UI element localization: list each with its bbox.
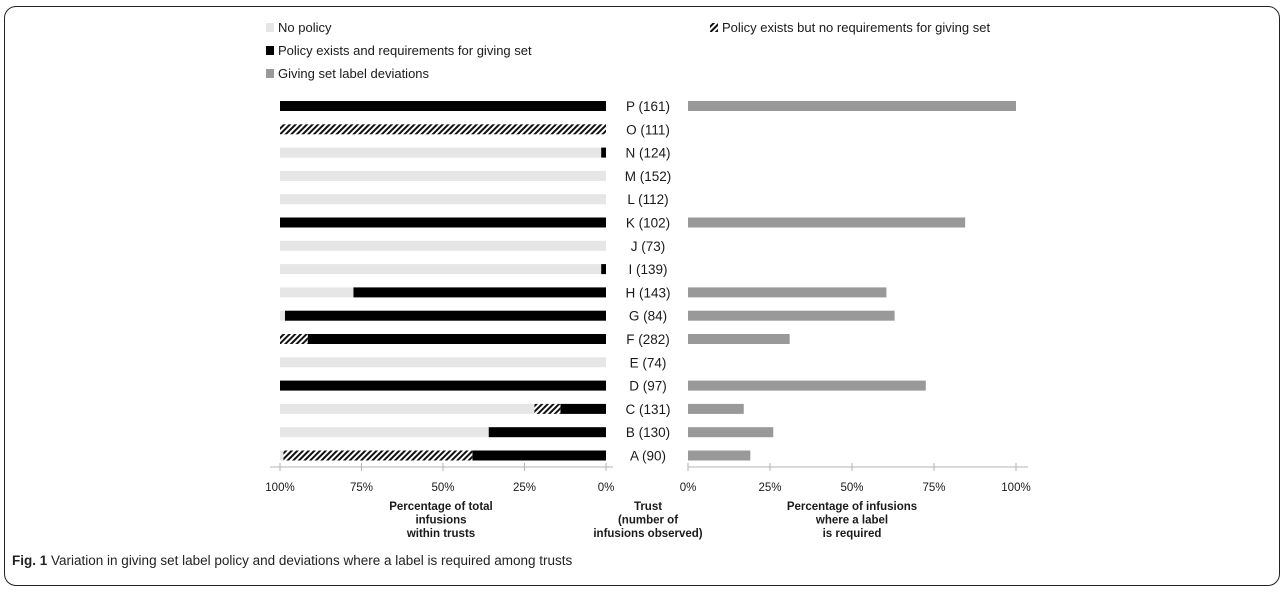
left-bar: [280, 124, 606, 135]
caption-label: Fig. 1: [12, 553, 48, 568]
left-tick-label: 75%: [350, 482, 373, 494]
right-bar: [688, 287, 887, 298]
caption-text: Variation in giving set label policy and…: [47, 553, 573, 568]
right-bar: [688, 101, 1016, 111]
left-bar: [280, 310, 285, 321]
trust-label: B (130): [626, 425, 670, 440]
left-axis-title: Percentage of total: [389, 501, 493, 513]
legend-swatch: [710, 23, 718, 32]
trust-label: A (90): [630, 449, 666, 464]
left-bar: [472, 450, 606, 461]
legend-swatch: [266, 69, 274, 78]
left-axis-title: infusions: [415, 515, 466, 527]
legend-label: No policy: [278, 20, 332, 35]
trust-label: C (131): [625, 402, 670, 417]
legend-label: Giving set label deviations: [278, 66, 430, 81]
left-bar: [601, 264, 606, 275]
right-bar: [688, 334, 790, 344]
legend-label: Policy exists and requirements for givin…: [278, 43, 532, 58]
right-tick-label: 25%: [758, 482, 781, 494]
left-tick-label: 100%: [265, 482, 294, 494]
legend-swatch: [266, 46, 274, 55]
legend-label: Policy exists but no requirements for gi…: [722, 20, 990, 35]
right-bar: [688, 380, 926, 391]
trust-label: F (282): [626, 332, 670, 347]
left-bar: [353, 287, 606, 298]
trust-label: G (84): [629, 309, 667, 324]
left-bar: [601, 147, 606, 158]
right-tick-label: 75%: [922, 482, 945, 494]
left-bar: [280, 217, 606, 228]
left-bar: [280, 240, 606, 251]
right-bar: [688, 450, 751, 461]
right-tick-label: 0%: [680, 482, 697, 494]
left-tick-label: 25%: [513, 482, 536, 494]
left-bar: [560, 403, 606, 414]
left-panel: [280, 101, 606, 461]
right-tick-label: 100%: [1001, 482, 1030, 494]
left-axis-title: within trusts: [406, 528, 475, 540]
right-axis-title: Percentage of infusions: [787, 501, 917, 513]
left-tick-label: 0%: [598, 482, 615, 494]
trust-labels: P (161) O (111) N (124) M (152) L (112) K (10…: [625, 99, 672, 464]
left-bar: [280, 194, 606, 205]
left-bar: [280, 380, 606, 391]
right-axis-title: is required: [823, 528, 882, 540]
right-tick-label: 50%: [840, 482, 863, 494]
left-bar: [280, 287, 354, 298]
left-bar: [280, 264, 602, 275]
left-bar: [280, 170, 606, 181]
left-bar: [280, 101, 606, 111]
trust-label: I (139): [628, 262, 667, 277]
left-bar: [488, 427, 606, 438]
trust-label: H (143): [625, 285, 670, 300]
right-bar: [688, 403, 744, 414]
left-bar: [280, 427, 489, 438]
right-bar: [688, 310, 895, 321]
trust-label: L (112): [627, 192, 668, 207]
trust-label: P (161): [626, 99, 670, 114]
axes: 100% 75% 50% 25% 0% 0% 25% 50% 75% 100% Percentage…: [265, 463, 1031, 540]
center-axis-title: Trust: [634, 501, 662, 513]
left-bar: [283, 450, 473, 461]
right-bar: [688, 217, 966, 228]
trust-label: E (74): [630, 355, 667, 370]
right-bar: [688, 427, 774, 438]
trust-label: D (97): [629, 379, 667, 394]
center-axis-title: infusions observed): [593, 528, 702, 540]
left-bar: [280, 147, 602, 158]
right-panel: [688, 101, 1016, 461]
figure-frame: [4, 6, 1280, 586]
trust-label: K (102): [626, 216, 670, 231]
left-bar: [280, 357, 606, 368]
left-bar: [307, 334, 606, 344]
figure-caption: Fig. 1 Variation in giving set label pol…: [12, 553, 572, 568]
right-axis-title: where a label: [815, 515, 888, 527]
left-bar: [280, 450, 284, 461]
left-bar: [280, 403, 535, 414]
left-tick-label: 50%: [431, 482, 454, 494]
center-axis-title: (number of: [618, 515, 678, 527]
left-bar: [534, 403, 561, 414]
trust-label: J (73): [631, 239, 666, 254]
trust-label: N (124): [625, 146, 670, 161]
left-bar: [280, 334, 308, 344]
trust-label: M (152): [625, 169, 672, 184]
trust-label: O (111): [626, 122, 670, 137]
legend-swatch: [266, 23, 274, 32]
legend: No policy Policy exists and requirements …: [266, 20, 990, 81]
left-bar: [284, 310, 606, 321]
